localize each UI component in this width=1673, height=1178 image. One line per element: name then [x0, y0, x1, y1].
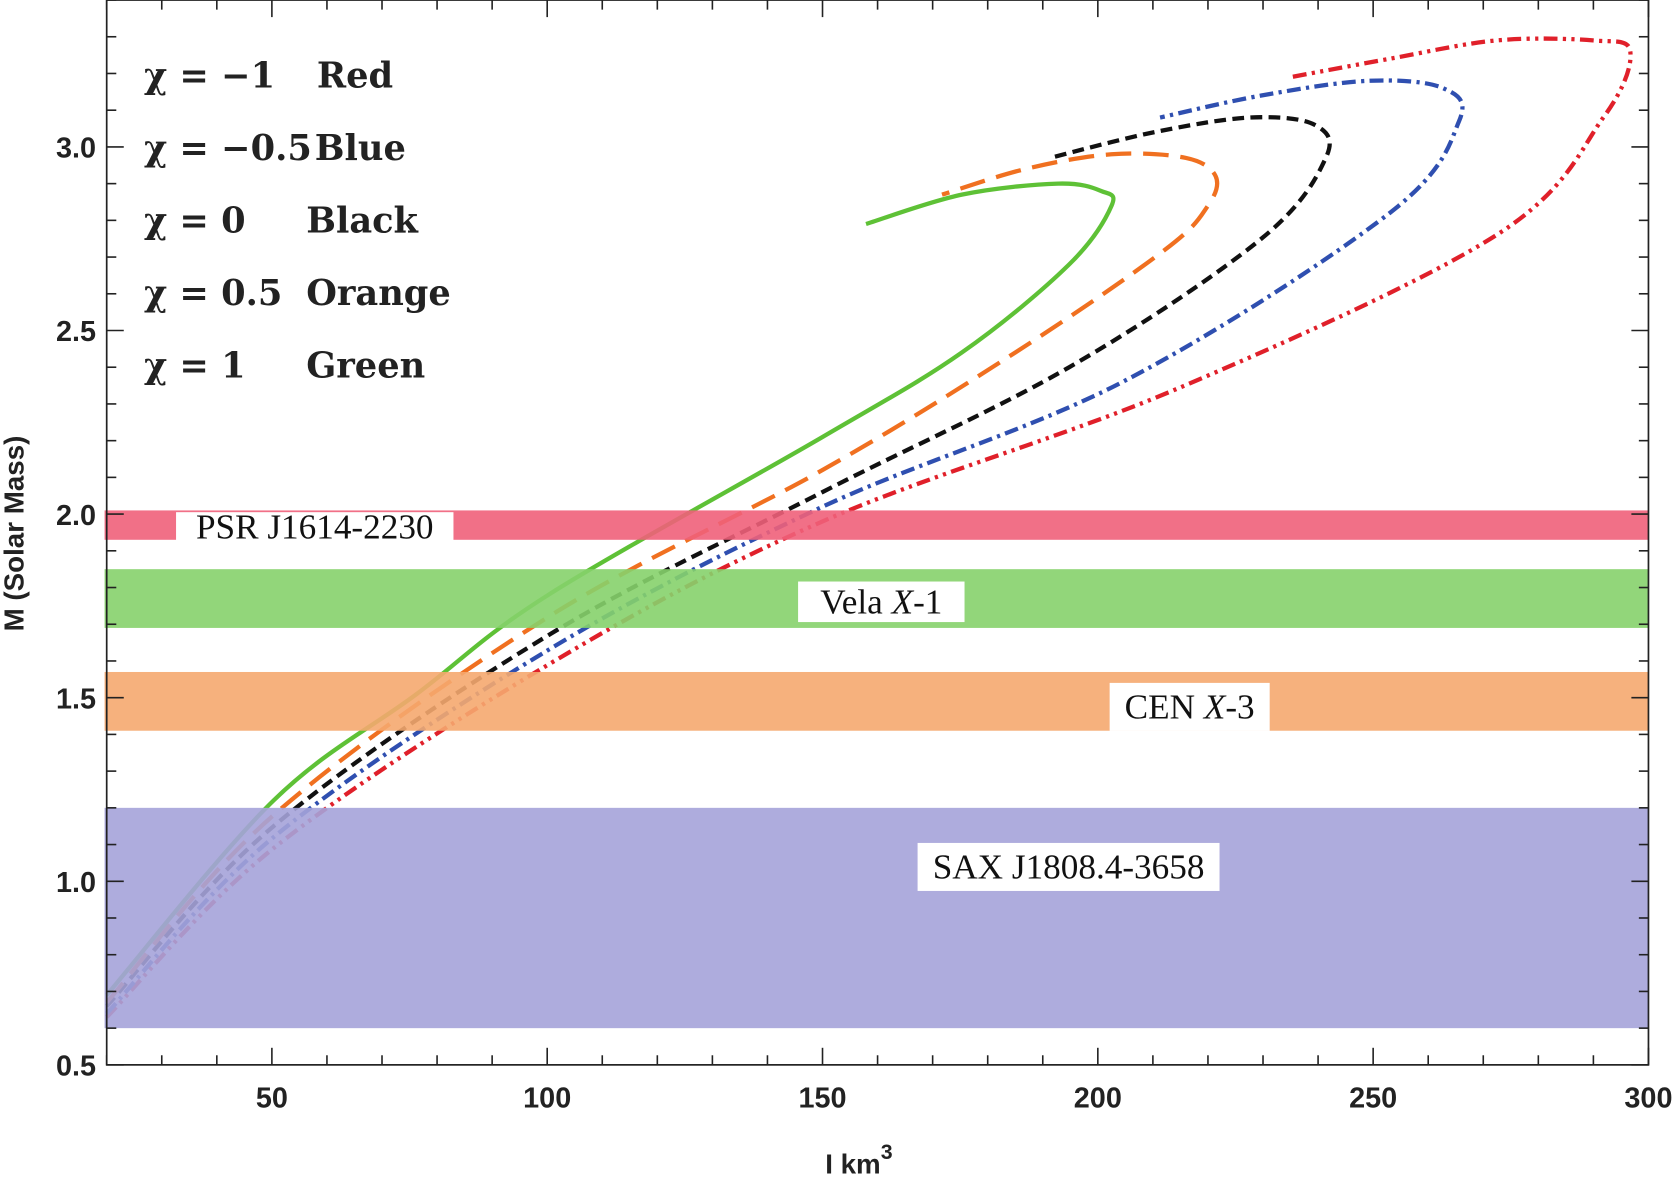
- band-label-2: CEN X-3: [1125, 688, 1255, 727]
- x-tick-label: 50: [256, 1083, 288, 1115]
- band-label-part: CEN: [1125, 688, 1204, 727]
- legend-entry-color: Blue: [315, 128, 406, 169]
- band-label-part: X: [890, 583, 915, 622]
- band-label-part: -3: [1225, 688, 1254, 727]
- legend-entry-label: χ = 0: [144, 201, 246, 242]
- band-label-box-0: [176, 512, 454, 541]
- bands-layer: [104, 510, 1649, 1029]
- y-tick-label: 3.0: [56, 133, 96, 165]
- legend-entry-color: Red: [317, 56, 393, 97]
- legend-entry-color: Black: [306, 201, 418, 242]
- y-tick-label: 0.5: [56, 1051, 96, 1083]
- band-label-box-3: [917, 842, 1220, 891]
- axes-layer: 50 100 150 200 250 300 0.5 1.0 1.5 2.0 2.5 3.0: [56, 0, 1672, 1115]
- legend-entry-label: χ = −1: [144, 56, 275, 97]
- legend-entry-label: χ = 1: [144, 346, 246, 387]
- y-tick-label: 2.5: [56, 316, 96, 348]
- x-tick-label: 100: [523, 1083, 571, 1115]
- legend-entry-label: χ = 0.5: [144, 273, 282, 314]
- x-axis-title-text: I km: [825, 1149, 880, 1178]
- x-tick-label: 150: [798, 1083, 846, 1115]
- band-label-3: SAX J1808.4-3658: [933, 848, 1205, 887]
- series-line-chi-1: [105, 181, 1116, 997]
- y-tick-label: 1.5: [56, 683, 96, 715]
- band-label-1: Vela X-1: [820, 583, 942, 622]
- y-axis-title: M (Solar Mass): [0, 436, 29, 632]
- band-label-box-2: [1109, 682, 1270, 731]
- legend-entry-color: Green: [306, 346, 425, 387]
- band-label-0: PSR J1614-2230: [196, 507, 434, 546]
- legend-entry-color: Orange: [306, 273, 451, 314]
- x-tick-label: 250: [1349, 1083, 1397, 1115]
- series-line-chi-0p5: [105, 151, 1220, 1004]
- x-tick-label: 300: [1624, 1083, 1672, 1115]
- x-axis-title: I km3: [825, 1140, 893, 1178]
- band-label-part: -1: [913, 583, 942, 622]
- x-axis-title-superscript: 3: [881, 1140, 893, 1164]
- band-2: [104, 671, 1649, 731]
- series-line-chi-0: [105, 115, 1332, 1008]
- x-tick-label: 200: [1074, 1083, 1122, 1115]
- band-label-box-1: [798, 581, 965, 623]
- y-tick-label: 1.0: [56, 867, 96, 899]
- series-line-chi-neg1: [105, 36, 1633, 1019]
- band-3: [104, 807, 1649, 1029]
- band-label-part: X: [1202, 688, 1227, 727]
- band-label-part: Vela: [820, 583, 891, 622]
- curves-layer: [105, 36, 1633, 1019]
- y-tick-label: 2.0: [56, 500, 96, 532]
- legend-entry-label: χ = −0.5: [144, 128, 312, 169]
